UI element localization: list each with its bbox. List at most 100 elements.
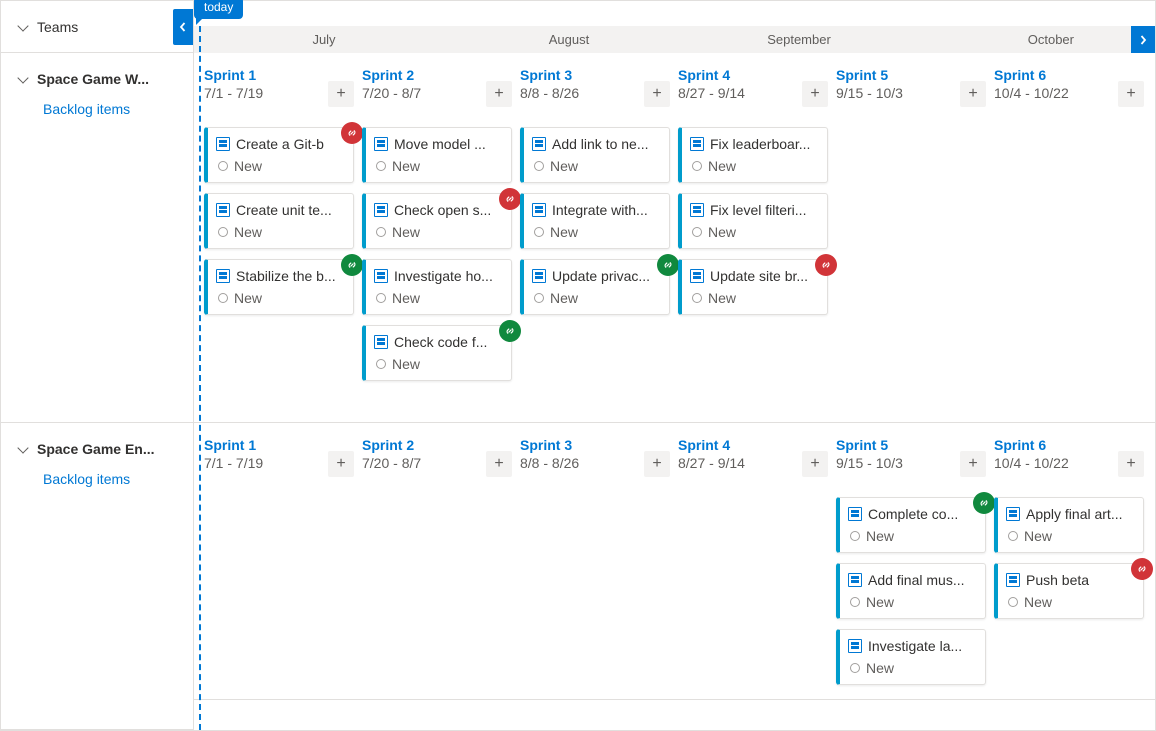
backlog-item-icon: [532, 203, 546, 217]
state-dot-icon: [850, 531, 860, 541]
state-label: New: [392, 356, 420, 372]
work-item-card[interactable]: Create unit te...New: [204, 193, 354, 249]
work-item-card[interactable]: Check open s... New: [362, 193, 512, 249]
card-state: New: [216, 158, 343, 174]
state-dot-icon: [218, 161, 228, 171]
state-label: New: [866, 594, 894, 610]
dependency-badge[interactable]: [657, 254, 679, 276]
dependency-badge[interactable]: [499, 188, 521, 210]
sprint-title-link[interactable]: Sprint 2: [362, 67, 482, 83]
add-item-button[interactable]: +: [644, 81, 670, 107]
card-title: Integrate with...: [552, 202, 659, 218]
work-item-card[interactable]: Update privac...New: [520, 259, 670, 315]
card-state: New: [690, 290, 817, 306]
backlog-item-icon: [848, 507, 862, 521]
card-title: Check open s...: [394, 202, 501, 218]
backlog-items-link[interactable]: Backlog items: [17, 101, 193, 117]
backlog-item-icon: [532, 137, 546, 151]
work-item-card[interactable]: Push betaNew: [994, 563, 1144, 619]
sprint-title-link[interactable]: Sprint 6: [994, 437, 1114, 453]
work-item-card[interactable]: Apply final art...New: [994, 497, 1144, 553]
add-item-button[interactable]: +: [486, 81, 512, 107]
card-title-row: Add final mus...: [848, 572, 975, 588]
card-title-row: Complete co...: [848, 506, 975, 522]
sprint-title-link[interactable]: Sprint 1: [204, 67, 324, 83]
state-dot-icon: [376, 359, 386, 369]
sprint-title-link[interactable]: Sprint 4: [678, 67, 798, 83]
state-dot-icon: [376, 227, 386, 237]
sprint-title-link[interactable]: Sprint 1: [204, 437, 324, 453]
sprint-date-range: 8/27 - 9/14: [678, 455, 798, 471]
dependency-badge[interactable]: [499, 320, 521, 342]
card-title: Complete co...: [868, 506, 975, 522]
dependency-badge[interactable]: [341, 254, 363, 276]
delivery-plan-root: Teams Space Game W... Backlog items Spac…: [0, 0, 1156, 731]
backlog-items-link[interactable]: Backlog items: [17, 471, 193, 487]
work-item-card[interactable]: Investigate ho...New: [362, 259, 512, 315]
work-item-card[interactable]: Update site br...New: [678, 259, 828, 315]
add-item-button[interactable]: +: [644, 451, 670, 477]
work-item-card[interactable]: Integrate with... New: [520, 193, 670, 249]
card-state: New: [848, 528, 975, 544]
add-item-button[interactable]: +: [1118, 451, 1144, 477]
work-item-card[interactable]: Complete co... New: [836, 497, 986, 553]
sprint-column: Sprint 17/1 - 7/19+: [204, 437, 354, 487]
work-item-card[interactable]: Add link to ne...New: [520, 127, 670, 183]
add-item-button[interactable]: +: [328, 451, 354, 477]
work-item-card[interactable]: Check code f... New: [362, 325, 512, 381]
card-title-row: Update privac...: [532, 268, 659, 284]
add-item-button[interactable]: +: [802, 451, 828, 477]
work-item-card[interactable]: Investigate la...New: [836, 629, 986, 685]
work-item-card[interactable]: Stabilize the b...New: [204, 259, 354, 315]
sprint-column: Sprint 27/20 - 8/7+: [362, 437, 512, 487]
dependency-badge[interactable]: [973, 492, 995, 514]
sprint-title-link[interactable]: Sprint 3: [520, 437, 640, 453]
sprint-column: Sprint 59/15 - 10/3+Complete co...NewAdd…: [836, 437, 986, 685]
dependency-badge[interactable]: [815, 254, 837, 276]
state-label: New: [392, 224, 420, 240]
add-item-button[interactable]: +: [802, 81, 828, 107]
sprint-header: Sprint 59/15 - 10/3+: [836, 437, 986, 487]
work-item-card[interactable]: Fix level filteri...New: [678, 193, 828, 249]
sprint-title-link[interactable]: Sprint 2: [362, 437, 482, 453]
dependency-badge[interactable]: [1131, 558, 1153, 580]
link-icon: [662, 259, 674, 271]
sprint-title-link[interactable]: Sprint 3: [520, 67, 640, 83]
today-marker[interactable]: today: [194, 0, 243, 19]
sprint-date-range: 8/8 - 8/26: [520, 455, 640, 471]
sprint-title-link[interactable]: Sprint 4: [678, 437, 798, 453]
team-expand-toggle[interactable]: Space Game En...: [17, 435, 193, 463]
state-dot-icon: [218, 227, 228, 237]
add-item-button[interactable]: +: [328, 81, 354, 107]
team-expand-toggle[interactable]: Space Game W...: [17, 65, 193, 93]
sprint-column: Sprint 17/1 - 7/19+ Create a Git-bNew Crea…: [204, 67, 354, 315]
sprint-title-link[interactable]: Sprint 5: [836, 437, 956, 453]
state-label: New: [1024, 528, 1052, 544]
sprint-date-range: 10/4 - 10/22: [994, 85, 1114, 101]
month-label: July: [194, 32, 454, 47]
collapse-sidebar-button[interactable]: [173, 9, 193, 45]
month-label: September: [684, 32, 914, 47]
sidebar-header: Teams: [1, 1, 193, 53]
card-state: New: [374, 290, 501, 306]
work-item-card[interactable]: Move model ...New: [362, 127, 512, 183]
add-item-button[interactable]: +: [1118, 81, 1144, 107]
state-label: New: [550, 224, 578, 240]
sprint-header: Sprint 17/1 - 7/19+: [204, 67, 354, 117]
sprint-title-link[interactable]: Sprint 5: [836, 67, 956, 83]
card-state: New: [374, 356, 501, 372]
card-title-row: Check code f...: [374, 334, 501, 350]
sprint-column: Sprint 3 8/8 - 8/26+: [520, 437, 670, 487]
sprint-title-link[interactable]: Sprint 6: [994, 67, 1114, 83]
link-icon: [504, 193, 516, 205]
work-item-card[interactable]: Create a Git-bNew: [204, 127, 354, 183]
work-item-card[interactable]: Fix leaderboar...New: [678, 127, 828, 183]
card-title: Update privac...: [552, 268, 659, 284]
dependency-badge[interactable]: [341, 122, 363, 144]
add-item-button[interactable]: +: [486, 451, 512, 477]
add-item-button[interactable]: +: [960, 81, 986, 107]
scroll-right-button[interactable]: [1131, 26, 1155, 53]
add-item-button[interactable]: +: [960, 451, 986, 477]
sprint-column: Sprint 38/8 - 8/26+Add link to ne...NewI…: [520, 67, 670, 315]
work-item-card[interactable]: Add final mus... New: [836, 563, 986, 619]
